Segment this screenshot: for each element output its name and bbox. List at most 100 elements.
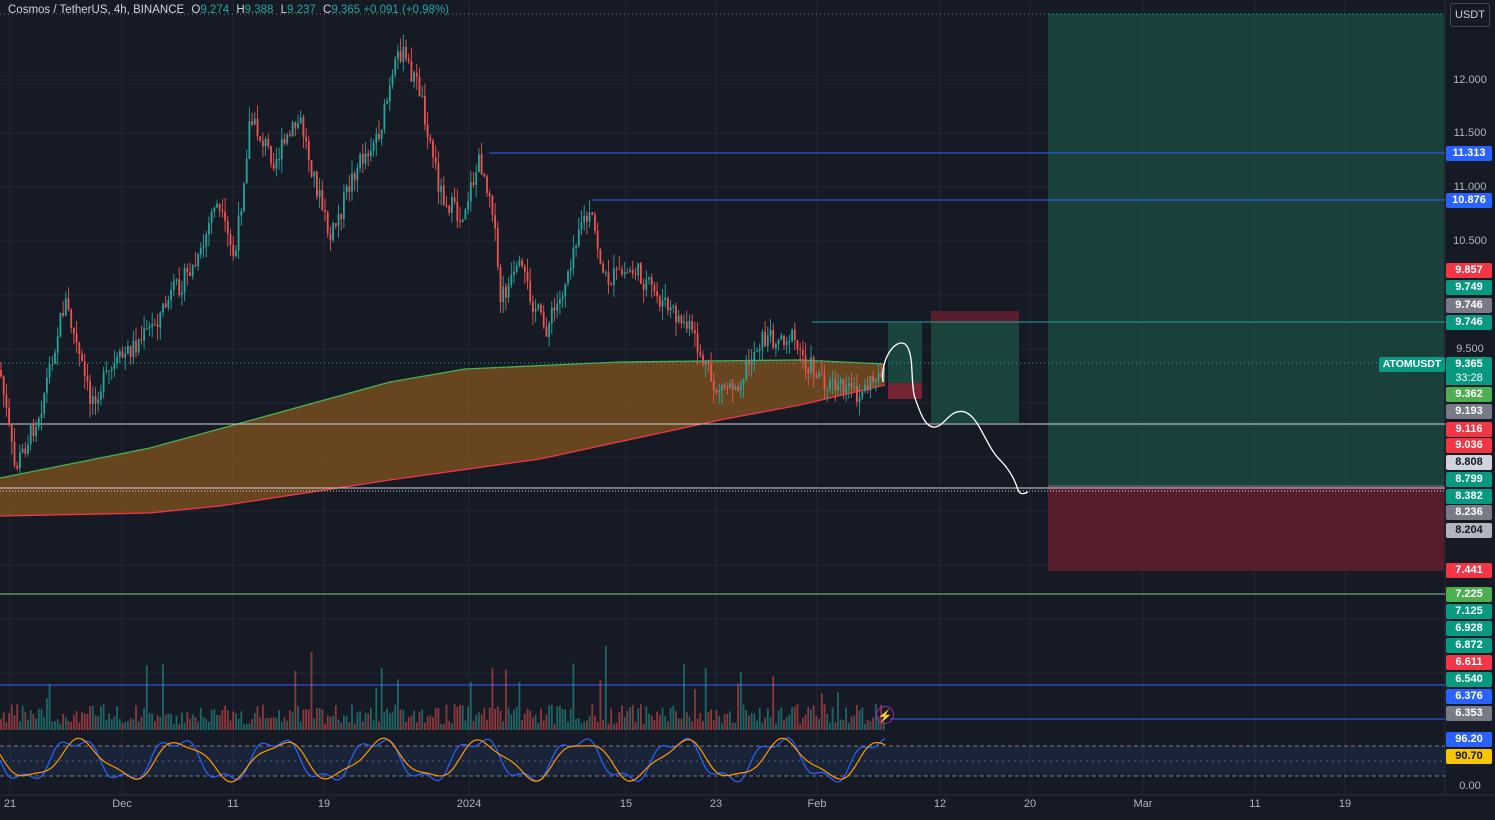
candle-body [224, 211, 226, 222]
volume-bar [432, 717, 434, 730]
volume-bar [91, 705, 94, 730]
volume-bar [494, 708, 496, 730]
price-label: 90.70 [1446, 749, 1492, 764]
candle-body [761, 331, 764, 349]
volume-bar [815, 715, 818, 730]
candle-body [402, 46, 405, 62]
volume-bar [210, 710, 213, 730]
lightning-icon[interactable]: ⚡ [876, 706, 894, 724]
candle-body [289, 134, 291, 136]
volume-bar [110, 719, 113, 730]
price-label: 9.746 [1446, 298, 1492, 313]
candle-body [804, 355, 807, 369]
candle-body [332, 223, 334, 241]
volume-bar [332, 716, 334, 730]
long-position-stop-zone [1048, 486, 1444, 571]
candle-body [788, 341, 791, 343]
candle-body [645, 279, 648, 290]
volume-bar [278, 710, 280, 730]
volume-bar [478, 712, 480, 730]
volume-bar [129, 718, 132, 730]
volume-bar [178, 723, 181, 730]
candle-body [232, 244, 235, 257]
short-position-target-zone [931, 323, 1019, 423]
candle-body [559, 299, 561, 304]
candle-body [426, 124, 429, 138]
candle-body [170, 289, 172, 301]
candle-body [310, 160, 313, 177]
volume-bar [475, 714, 478, 730]
volume-bar [580, 723, 583, 730]
volume-bar [850, 716, 853, 730]
volume-bar [451, 723, 453, 730]
candle-body [151, 324, 154, 327]
volume-bar [248, 723, 251, 730]
candle-body [513, 271, 515, 275]
volume-bar [2, 712, 5, 730]
volume-bar [364, 712, 367, 730]
volume-bar [162, 664, 164, 730]
volume-bar [483, 707, 486, 730]
price-tick: 0.00 [1459, 780, 1481, 792]
volume-bar [761, 723, 764, 730]
candle-body [837, 383, 839, 391]
time-tick: 11 [1249, 798, 1261, 810]
candle-body [667, 297, 669, 311]
candle-body [796, 340, 799, 349]
currency-unit-button[interactable]: USDT [1450, 3, 1490, 27]
candle-body [40, 413, 43, 419]
candle-body [742, 380, 745, 385]
volume-bar [621, 705, 623, 730]
low-value: 9.237 [287, 4, 316, 16]
volume-bar [696, 718, 699, 730]
volume-bar [721, 723, 723, 730]
candle-body [394, 58, 397, 75]
volume-bar [575, 718, 577, 730]
candle-body [29, 423, 32, 445]
volume-bar [27, 719, 29, 730]
candle-body [542, 312, 545, 327]
candle-body [615, 268, 618, 270]
candle-body [750, 361, 753, 365]
volume-bar [783, 719, 785, 730]
candle-body [459, 220, 461, 223]
volume-bar [750, 713, 753, 730]
volume-bar [613, 723, 615, 730]
candle-body [831, 379, 834, 381]
candle-body [648, 277, 650, 280]
volume-bar [297, 705, 299, 730]
candle-body [127, 346, 129, 354]
candle-body [316, 171, 318, 197]
candle-body [91, 396, 94, 404]
volume-bar [118, 718, 121, 730]
candle-body [685, 321, 688, 329]
symbol-legend[interactable]: Cosmos / TetherUS, 4h, BINANCE O9.274 H9… [8, 4, 449, 16]
candle-body [626, 272, 629, 274]
open-label: O [191, 4, 201, 16]
candle-body [16, 465, 19, 469]
volume-bar [29, 710, 32, 730]
volume-bar [883, 721, 885, 730]
candle-body [345, 186, 348, 193]
volume-bar [623, 717, 626, 730]
volume-bar [467, 706, 469, 730]
price-label: 8.382 [1446, 489, 1492, 504]
candle-body [172, 280, 175, 290]
volume-bar [151, 713, 154, 730]
price-label: 8.799 [1446, 472, 1492, 487]
candle-body [712, 381, 715, 391]
volume-bar [496, 706, 499, 730]
time-tick: Mar [1133, 798, 1153, 810]
volume-bar [205, 718, 208, 730]
candle-body [486, 176, 488, 194]
candle-body [491, 196, 494, 216]
candle-body [361, 154, 364, 164]
candle-body [866, 385, 869, 391]
candle-body [583, 215, 586, 223]
volume-bar [299, 721, 302, 730]
volume-bar [67, 720, 70, 730]
volume-bar [658, 715, 661, 730]
volume-bar [729, 711, 731, 730]
volume-bar [59, 723, 62, 730]
